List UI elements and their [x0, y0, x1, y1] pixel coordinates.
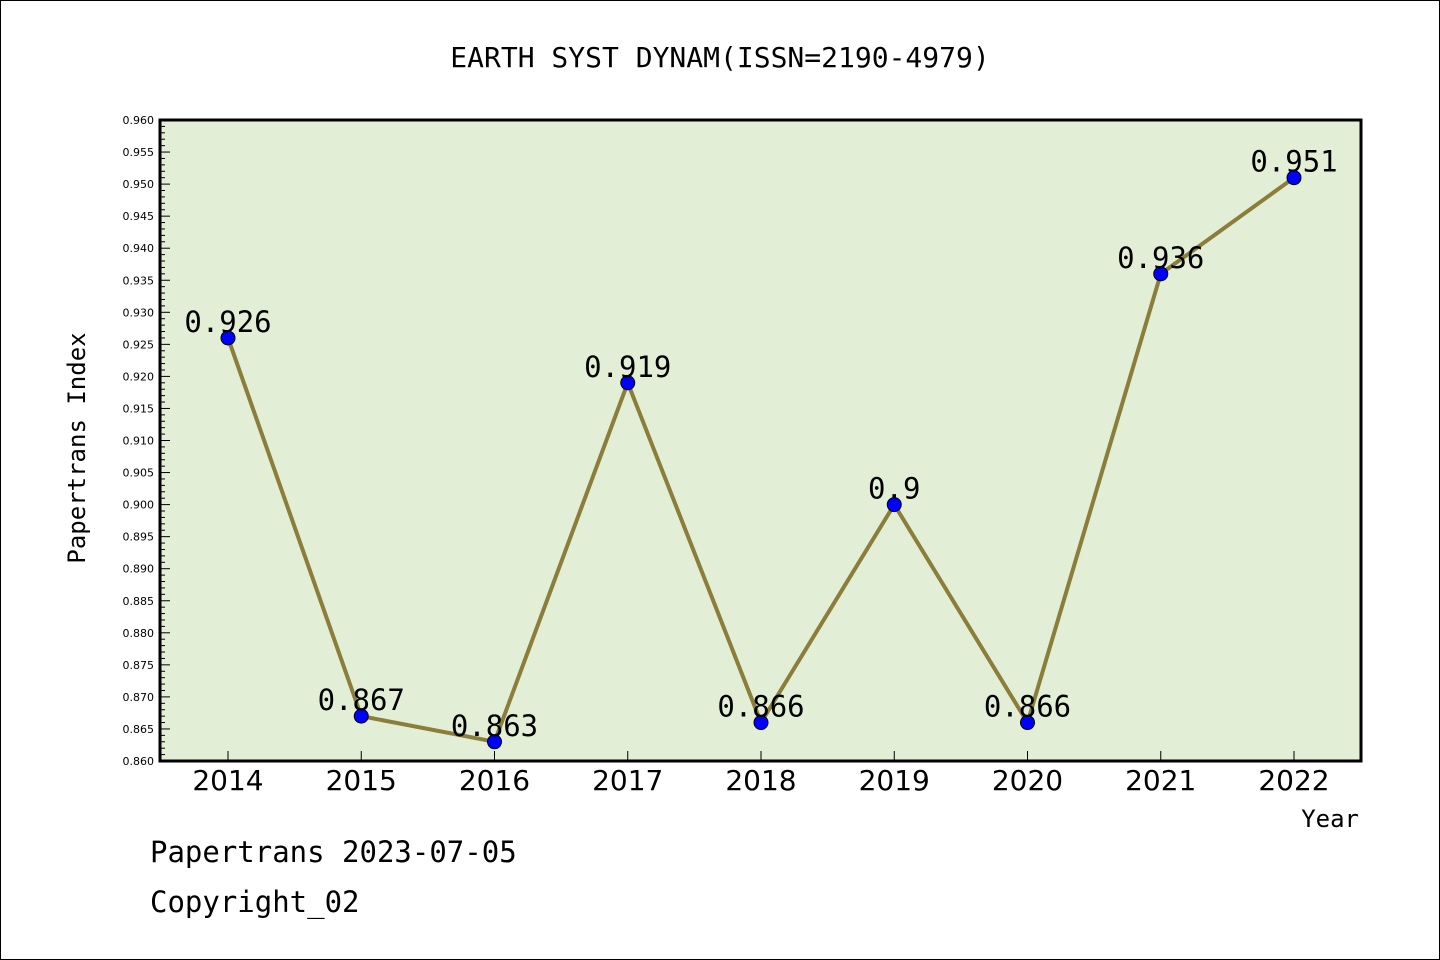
data-label: 0.866: [984, 690, 1071, 724]
data-label: 0.951: [1250, 145, 1337, 179]
y-tick-label: 0.905: [123, 467, 155, 480]
y-tick-label: 0.860: [123, 755, 155, 768]
y-tick-label: 0.900: [123, 499, 155, 512]
data-label: 0.919: [584, 350, 671, 384]
x-tick-label: 2021: [1125, 764, 1196, 797]
y-tick-label: 0.895: [123, 531, 155, 544]
y-tick-label: 0.950: [123, 178, 155, 191]
data-label: 0.926: [184, 305, 271, 339]
y-tick-label: 0.920: [123, 370, 155, 383]
plot-area: [158, 118, 1363, 763]
series-line: 0.926 0.867 0.863 0.919 0.866 0.9 0.866 0.936 0.…: [184, 145, 1338, 750]
data-label: 0.9: [868, 472, 920, 506]
y-tick-label: 0.930: [123, 306, 155, 319]
y-tick-label: 0.890: [123, 563, 155, 576]
data-point: [753, 715, 769, 731]
footer-date: Papertrans 2023-07-05: [150, 835, 517, 869]
data-point: [1286, 170, 1302, 186]
y-tick-label: 0.875: [123, 659, 155, 672]
x-tick-label: 2018: [725, 764, 796, 797]
x-tick-label: 2017: [592, 764, 663, 797]
y-axis-label: Papertrans Index: [63, 332, 91, 563]
x-tick-label: 2014: [192, 764, 263, 797]
data-point: [487, 734, 502, 750]
y-tick-label: 0.935: [123, 274, 155, 287]
x-tick-label: 2016: [459, 764, 530, 797]
data-point: [220, 330, 236, 346]
data-label: 0.867: [318, 683, 405, 717]
y-tick-label: 0.955: [123, 146, 155, 159]
data-label: 0.936: [1117, 241, 1204, 275]
y-axis: 0.860 0.865 0.870 0.875 0.880 0.885 0.890 0.895…: [123, 114, 170, 768]
data-label: 0.866: [717, 690, 804, 724]
x-tick-label: 2015: [326, 764, 397, 797]
data-point: [886, 497, 902, 513]
data-label: 0.863: [451, 709, 538, 743]
data-point: [1153, 266, 1169, 282]
y-tick-label: 0.880: [123, 627, 155, 640]
x-axis: 2014 2015 2016 2017 2018 2019 2020 2021 2022: [192, 751, 1330, 797]
y-tick-label: 0.915: [123, 402, 155, 415]
data-point: [1020, 715, 1035, 731]
data-point: [353, 708, 369, 724]
data-point: [620, 375, 636, 391]
y-tick-label: 0.940: [123, 242, 155, 255]
y-tick-label: 0.910: [123, 435, 155, 448]
y-tick-label: 0.925: [123, 338, 155, 351]
footer-copyright: Copyright_02: [150, 885, 360, 919]
x-tick-label: 2020: [992, 764, 1063, 797]
y-tick-label: 0.885: [123, 595, 155, 608]
x-tick-label: 2022: [1258, 764, 1329, 797]
y-tick-label: 0.865: [123, 723, 155, 736]
chart-title: EARTH SYST DYNAM(ISSN=2190-4979): [450, 41, 989, 74]
x-axis-label: Year: [1301, 805, 1359, 833]
y-tick-label: 0.960: [123, 114, 155, 127]
y-tick-label: 0.945: [123, 210, 155, 223]
x-tick-label: 2019: [859, 764, 930, 797]
y-tick-label: 0.870: [123, 691, 155, 704]
